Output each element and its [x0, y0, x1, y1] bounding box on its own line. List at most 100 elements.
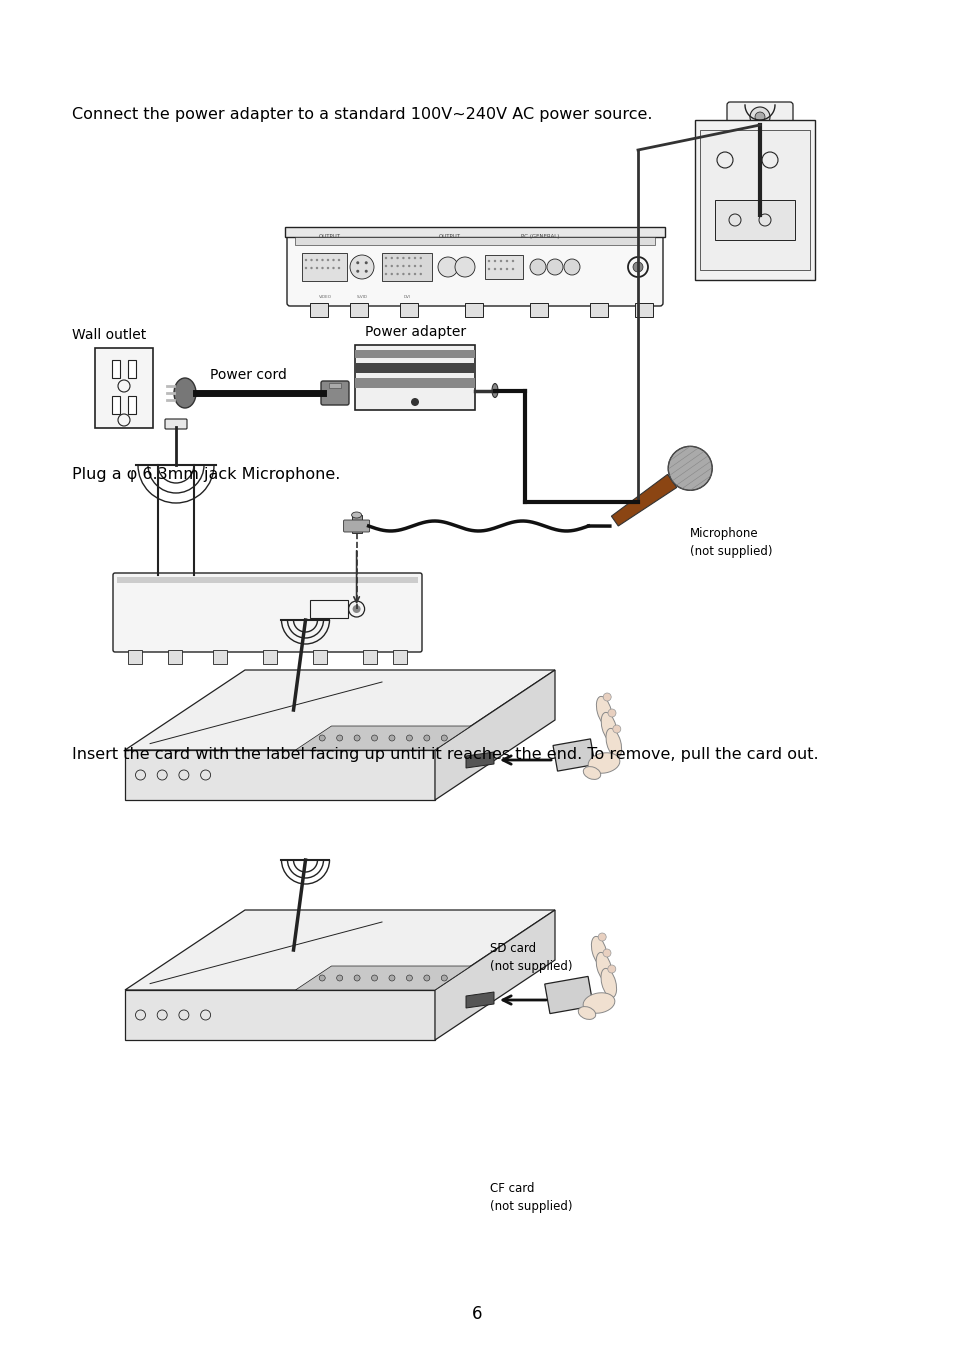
Bar [95, 349, 152, 428]
Bar [464, 303, 482, 317]
Circle shape [355, 270, 359, 273]
Circle shape [327, 259, 329, 261]
Circle shape [530, 259, 545, 276]
Circle shape [408, 273, 410, 276]
Ellipse shape [591, 936, 606, 966]
Text: PC (GENERAL): PC (GENERAL) [520, 234, 558, 239]
Circle shape [419, 257, 421, 259]
Text: CF card
(not supplied): CF card (not supplied) [490, 1182, 572, 1213]
Circle shape [414, 265, 416, 267]
Circle shape [319, 975, 325, 981]
Circle shape [607, 709, 616, 717]
Bar [714, 200, 794, 240]
Circle shape [563, 259, 579, 276]
Circle shape [354, 975, 359, 981]
Bar [635, 303, 652, 317]
Circle shape [396, 265, 398, 267]
Bar [168, 650, 182, 663]
FancyBboxPatch shape [320, 381, 349, 405]
Polygon shape [125, 990, 435, 1040]
Polygon shape [553, 739, 595, 771]
Bar [213, 650, 227, 663]
Circle shape [396, 257, 398, 259]
Circle shape [455, 257, 475, 277]
Circle shape [607, 965, 615, 973]
Circle shape [406, 975, 412, 981]
Circle shape [336, 735, 342, 740]
Circle shape [315, 266, 318, 269]
Circle shape [336, 975, 342, 981]
Circle shape [423, 735, 430, 740]
Circle shape [396, 273, 398, 276]
Circle shape [414, 257, 416, 259]
Bar [310, 600, 347, 617]
FancyBboxPatch shape [112, 573, 421, 653]
Ellipse shape [173, 378, 195, 408]
Text: DVI: DVI [403, 295, 410, 299]
Circle shape [419, 273, 421, 276]
Circle shape [384, 265, 387, 267]
Polygon shape [465, 753, 494, 767]
Circle shape [310, 266, 313, 269]
Bar [128, 396, 136, 413]
Circle shape [546, 259, 562, 276]
Circle shape [364, 261, 367, 265]
FancyBboxPatch shape [165, 419, 187, 430]
Circle shape [332, 266, 335, 269]
Circle shape [423, 975, 430, 981]
Bar [352, 515, 361, 534]
Bar [285, 227, 664, 236]
Circle shape [319, 735, 325, 740]
Bar [350, 303, 368, 317]
Polygon shape [125, 670, 555, 750]
FancyBboxPatch shape [343, 520, 369, 532]
Circle shape [487, 259, 490, 262]
Bar [302, 253, 347, 281]
Circle shape [602, 948, 610, 957]
Circle shape [371, 975, 377, 981]
Circle shape [667, 446, 712, 490]
Polygon shape [435, 670, 555, 800]
Circle shape [598, 934, 605, 942]
Ellipse shape [578, 1006, 595, 1020]
Circle shape [384, 257, 387, 259]
Bar [363, 650, 376, 663]
Ellipse shape [596, 952, 611, 982]
Circle shape [612, 725, 620, 734]
Circle shape [437, 257, 457, 277]
Circle shape [441, 975, 447, 981]
Polygon shape [295, 966, 471, 990]
Circle shape [419, 265, 421, 267]
Circle shape [499, 259, 501, 262]
Text: Insert the card with the label facing up until it reaches the end. To remove, pu: Insert the card with the label facing up… [71, 747, 818, 762]
Polygon shape [611, 474, 676, 526]
Bar [310, 303, 328, 317]
Circle shape [487, 267, 490, 270]
Circle shape [499, 267, 501, 270]
Circle shape [402, 265, 404, 267]
Circle shape [304, 266, 307, 269]
Bar [117, 577, 417, 584]
Text: VIDEO: VIDEO [318, 295, 331, 299]
Circle shape [390, 257, 393, 259]
Text: Plug a φ 6.3mm jack Microphone.: Plug a φ 6.3mm jack Microphone. [71, 467, 340, 482]
Bar [112, 359, 120, 378]
Text: Connect the power adapter to a standard 100V~240V AC power source.: Connect the power adapter to a standard … [71, 107, 652, 122]
Circle shape [353, 605, 360, 613]
Ellipse shape [492, 384, 497, 397]
Text: Power adapter: Power adapter [365, 326, 466, 339]
Text: Microphone
(not supplied): Microphone (not supplied) [689, 527, 772, 558]
Text: Power cord: Power cord [210, 367, 287, 382]
Circle shape [402, 273, 404, 276]
Bar [530, 303, 547, 317]
Bar [747, 213, 771, 222]
Circle shape [411, 399, 418, 407]
FancyBboxPatch shape [726, 101, 792, 138]
Polygon shape [125, 911, 555, 990]
Circle shape [389, 975, 395, 981]
Circle shape [304, 259, 307, 261]
Bar [700, 130, 809, 270]
Bar [355, 350, 475, 358]
Text: OUTPUT: OUTPUT [438, 234, 460, 239]
Circle shape [332, 259, 335, 261]
